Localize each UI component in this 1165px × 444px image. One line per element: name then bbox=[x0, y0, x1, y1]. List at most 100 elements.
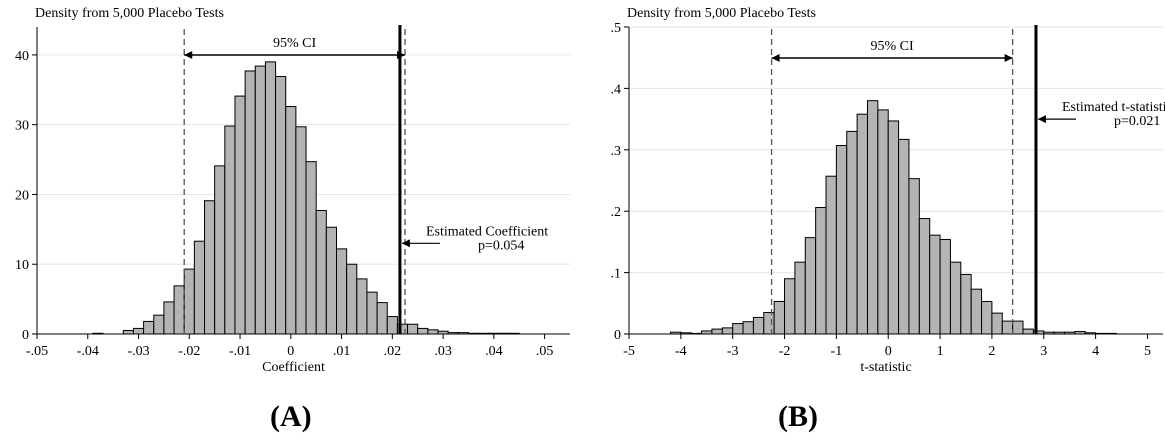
chart-b-estimate-label: Estimated t-statistic bbox=[1062, 100, 1165, 115]
chart-a-x-axis-title: Coefficient bbox=[262, 360, 325, 375]
chart-b-ci-label: 95% CI bbox=[871, 39, 915, 54]
chart-a-x-tick-label: -.04 bbox=[77, 344, 99, 359]
chart-b-bar bbox=[804, 237, 817, 335]
chart-a-bar bbox=[346, 263, 358, 335]
chart-b-x-tick-label: -2 bbox=[779, 344, 791, 359]
chart-a-bar bbox=[264, 61, 277, 335]
chart-b-bar bbox=[898, 138, 910, 335]
chart-b-bar bbox=[866, 100, 879, 335]
chart-b-bar bbox=[794, 261, 806, 335]
chart-b-p-value-label: p=0.021 bbox=[1114, 114, 1160, 129]
chart-a-x-tick-label: .01 bbox=[333, 344, 351, 359]
chart-a-bar bbox=[132, 327, 145, 335]
chart-b-ci-arrow-right bbox=[1004, 54, 1013, 62]
chart-b-x-tick-label: -3 bbox=[727, 344, 739, 359]
chart-b-bar bbox=[929, 234, 941, 335]
chart-a-x-tick-label: 0 bbox=[287, 344, 294, 359]
chart-a-bar bbox=[204, 200, 216, 335]
chart-a-p-value-label: p=0.054 bbox=[478, 238, 524, 253]
chart-b-bar bbox=[763, 312, 775, 335]
chart-a-x-tick-label: .03 bbox=[434, 344, 452, 359]
chart-b-ci-arrow-left bbox=[771, 54, 780, 62]
chart-b-bar bbox=[918, 218, 931, 335]
chart-a-ci-label: 95% CI bbox=[273, 36, 317, 51]
chart-a-y-tick-label: 40 bbox=[15, 49, 29, 64]
chart-b-bar bbox=[773, 300, 786, 335]
chart-a-estimate-arrow-head bbox=[401, 239, 410, 248]
chart-a-estimate-label: Estimated Coefficient bbox=[426, 224, 548, 239]
chart-a-bar bbox=[163, 301, 175, 335]
chart-b-x-tick-label: 3 bbox=[1040, 344, 1047, 359]
chart-b-x-tick-label: 1 bbox=[937, 344, 944, 359]
chart-a-bar bbox=[193, 240, 206, 335]
panel-label-a: (A) bbox=[270, 400, 312, 433]
chart-a-bar bbox=[214, 165, 226, 335]
chart-b-x-axis-title: t-statistic bbox=[860, 360, 911, 375]
chart-a-bar bbox=[153, 314, 165, 335]
chart-a-bar bbox=[234, 95, 246, 335]
chart-b-x-tick-label: 2 bbox=[988, 344, 995, 359]
chart-b-y-tick-label: .3 bbox=[611, 144, 622, 159]
chart-a-bar bbox=[183, 268, 195, 335]
chart-b-x-tick-label: 4 bbox=[1092, 344, 1099, 359]
chart-a-x-tick-label: -.03 bbox=[127, 344, 149, 359]
chart-a-bar bbox=[305, 161, 317, 335]
chart-b-bar bbox=[856, 113, 868, 335]
chart-a-x-tick-label: .05 bbox=[536, 344, 554, 359]
chart-b-bar bbox=[1001, 320, 1014, 335]
chart-a-bar bbox=[275, 76, 287, 335]
chart-b-bar bbox=[846, 130, 858, 335]
chart-a-bar bbox=[325, 226, 337, 335]
chart-a-bar bbox=[407, 323, 419, 335]
chart-a-y-tick-label: 30 bbox=[15, 119, 29, 134]
chart-b-bar bbox=[939, 238, 951, 335]
chart-a-bar bbox=[315, 210, 327, 335]
chart-b-bar bbox=[711, 328, 723, 335]
chart-b-bar bbox=[784, 278, 796, 335]
chart-b-bar bbox=[877, 109, 889, 335]
chart-b-bar bbox=[887, 120, 900, 335]
chart-a-y-tick-label: 0 bbox=[22, 328, 29, 343]
chart-b-bar bbox=[960, 273, 972, 335]
chart-b-bar bbox=[991, 312, 1003, 335]
chart-a-bar bbox=[295, 126, 307, 335]
chart-b-x-tick-label: 5 bbox=[1144, 344, 1151, 359]
chart-a-bar bbox=[427, 329, 439, 335]
chart-b-y-tick-label: .2 bbox=[611, 205, 622, 220]
chart-b-bar bbox=[908, 178, 920, 335]
chart-b-bar bbox=[815, 207, 827, 335]
chart-a-bar bbox=[376, 302, 388, 335]
chart-b-bar bbox=[721, 327, 734, 335]
chart-a-svg: 0 10 20 30 40 -.05 -.04 -.03 -.02 -.01 0 .01 .02 .03.… bbox=[15, 6, 570, 375]
chart-a-x-tick-label: -.02 bbox=[178, 344, 200, 359]
chart-b-y-tick-label: .4 bbox=[611, 82, 622, 97]
chart-a-bar bbox=[173, 285, 185, 335]
chart-b-bar bbox=[742, 321, 754, 335]
chart-a-bar bbox=[356, 278, 368, 335]
chart-a-bar bbox=[122, 330, 134, 335]
chart-b-svg: 0 .1 .2 .3 .4 .5 -5 -4 -3 -2 -1 0 1 2 3 4 5 Density from … bbox=[611, 6, 1165, 375]
chart-a-bar bbox=[285, 106, 297, 335]
chart-b-y-tick-label: .5 bbox=[611, 21, 622, 36]
chart-b-bar bbox=[1012, 320, 1024, 335]
chart-a-x-tick-label: .02 bbox=[384, 344, 402, 359]
chart-b-bar bbox=[1022, 328, 1034, 335]
chart-b-x-tick-label: -5 bbox=[623, 344, 635, 359]
chart-a-bar bbox=[386, 316, 398, 335]
chart-a-bar bbox=[417, 327, 429, 335]
chart-a-ci-arrow-left bbox=[184, 51, 193, 59]
chart-a-x-tick-label: -.01 bbox=[229, 344, 251, 359]
chart-b-bar bbox=[949, 261, 962, 335]
chart-a-x-tick-label: .04 bbox=[485, 344, 503, 359]
chart-b-y-tick-label: 0 bbox=[614, 328, 621, 343]
chart-b: 0 .1 .2 .3 .4 .5 -5 -4 -3 -2 -1 0 1 2 3 4 5 Density from … bbox=[585, 0, 1165, 444]
chart-b-y-axis-title: Density from 5,000 Placebo Tests bbox=[627, 6, 816, 21]
chart-b-bar bbox=[825, 175, 837, 335]
chart-a-bar bbox=[244, 70, 256, 335]
chart-a-y-tick-label: 20 bbox=[15, 188, 29, 203]
chart-b-x-tick-label: -1 bbox=[831, 344, 843, 359]
chart-a-bar bbox=[335, 248, 348, 335]
chart-b-bar bbox=[970, 288, 983, 335]
chart-a-bar bbox=[254, 65, 266, 335]
chart-b-bar bbox=[981, 300, 993, 335]
